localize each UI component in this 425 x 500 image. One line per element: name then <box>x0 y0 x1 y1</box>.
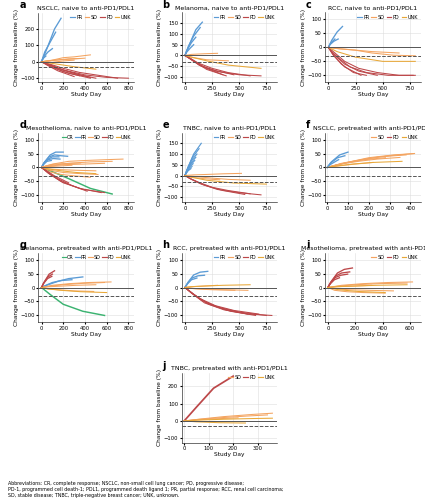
Text: g: g <box>19 240 26 250</box>
Legend: PR, SD, PD, UNK: PR, SD, PD, UNK <box>70 15 131 20</box>
Y-axis label: Change from baseline (%): Change from baseline (%) <box>14 249 19 326</box>
Legend: SD, PD, UNK: SD, PD, UNK <box>371 135 418 140</box>
X-axis label: Study Day: Study Day <box>214 332 245 338</box>
Title: Melanoma, pretreated with anti-PD1/PDL1: Melanoma, pretreated with anti-PD1/PDL1 <box>20 246 152 251</box>
Text: Abbreviations: CR, complete response; NSCLC, non-small cell lung cancer; PD, pro: Abbreviations: CR, complete response; NS… <box>8 481 284 498</box>
Text: j: j <box>162 360 166 370</box>
X-axis label: Study Day: Study Day <box>214 452 245 458</box>
Y-axis label: Change from baseline (%): Change from baseline (%) <box>301 9 306 86</box>
Text: c: c <box>306 0 312 10</box>
X-axis label: Study Day: Study Day <box>214 92 245 97</box>
Title: TNBC, naive to anti-PD1/PDL1: TNBC, naive to anti-PD1/PDL1 <box>183 126 276 131</box>
Text: d: d <box>19 120 26 130</box>
Y-axis label: Change from baseline (%): Change from baseline (%) <box>301 249 306 326</box>
Text: h: h <box>162 240 170 250</box>
Text: b: b <box>162 0 170 10</box>
Y-axis label: Change from baseline (%): Change from baseline (%) <box>157 369 162 446</box>
Text: i: i <box>306 240 309 250</box>
Legend: PR, SD, PD, UNK: PR, SD, PD, UNK <box>213 15 275 20</box>
Legend: CR, PR, SD, PD, UNK: CR, PR, SD, PD, UNK <box>62 135 131 140</box>
Title: RCC, naive to anti-PD1/PDL1: RCC, naive to anti-PD1/PDL1 <box>329 6 417 10</box>
Y-axis label: Change from baseline (%): Change from baseline (%) <box>157 129 162 206</box>
X-axis label: Study Day: Study Day <box>71 92 101 97</box>
Legend: PR, SD, PD, UNK: PR, SD, PD, UNK <box>213 255 275 260</box>
Text: e: e <box>162 120 169 130</box>
X-axis label: Study Day: Study Day <box>214 212 245 217</box>
Text: a: a <box>19 0 26 10</box>
Legend: SD, PD, UNK: SD, PD, UNK <box>228 375 275 380</box>
Y-axis label: Change from baseline (%): Change from baseline (%) <box>157 9 162 86</box>
Title: Mesothelioma, naive to anti-PD1/PDL1: Mesothelioma, naive to anti-PD1/PDL1 <box>26 126 146 131</box>
X-axis label: Study Day: Study Day <box>358 92 388 97</box>
X-axis label: Study Day: Study Day <box>71 212 101 217</box>
Title: TNBC, pretreated with anti-PD1/PDL1: TNBC, pretreated with anti-PD1/PDL1 <box>171 366 288 371</box>
Legend: CR, PR, SD, PD, UNK: CR, PR, SD, PD, UNK <box>62 255 131 260</box>
Text: f: f <box>306 120 310 130</box>
Y-axis label: Change from baseline (%): Change from baseline (%) <box>157 249 162 326</box>
Title: RCC, pretreated with anti-PD1/PDL1: RCC, pretreated with anti-PD1/PDL1 <box>173 246 286 251</box>
Y-axis label: Change from baseline (%): Change from baseline (%) <box>301 129 306 206</box>
Title: NSCLC, pretreated with anti-PD1/PDL1: NSCLC, pretreated with anti-PD1/PDL1 <box>313 126 425 131</box>
X-axis label: Study Day: Study Day <box>358 212 388 217</box>
X-axis label: Study Day: Study Day <box>71 332 101 338</box>
Y-axis label: Change from baseline (%): Change from baseline (%) <box>14 9 19 86</box>
Legend: PR, SD, PD, UNK: PR, SD, PD, UNK <box>357 15 418 20</box>
Y-axis label: Change from baseline (%): Change from baseline (%) <box>14 129 19 206</box>
Legend: PR, SD, PD, UNK: PR, SD, PD, UNK <box>213 135 275 140</box>
Title: Melanoma, naive to anti-PD1/PDL1: Melanoma, naive to anti-PD1/PDL1 <box>175 6 284 10</box>
Title: Mesothelioma, pretreated with anti-PD1/PDL1: Mesothelioma, pretreated with anti-PD1/P… <box>301 246 425 251</box>
Legend: SD, PD, UNK: SD, PD, UNK <box>371 255 418 260</box>
Title: NSCLC, naive to anti-PD1/PDL1: NSCLC, naive to anti-PD1/PDL1 <box>37 6 135 10</box>
X-axis label: Study Day: Study Day <box>358 332 388 338</box>
